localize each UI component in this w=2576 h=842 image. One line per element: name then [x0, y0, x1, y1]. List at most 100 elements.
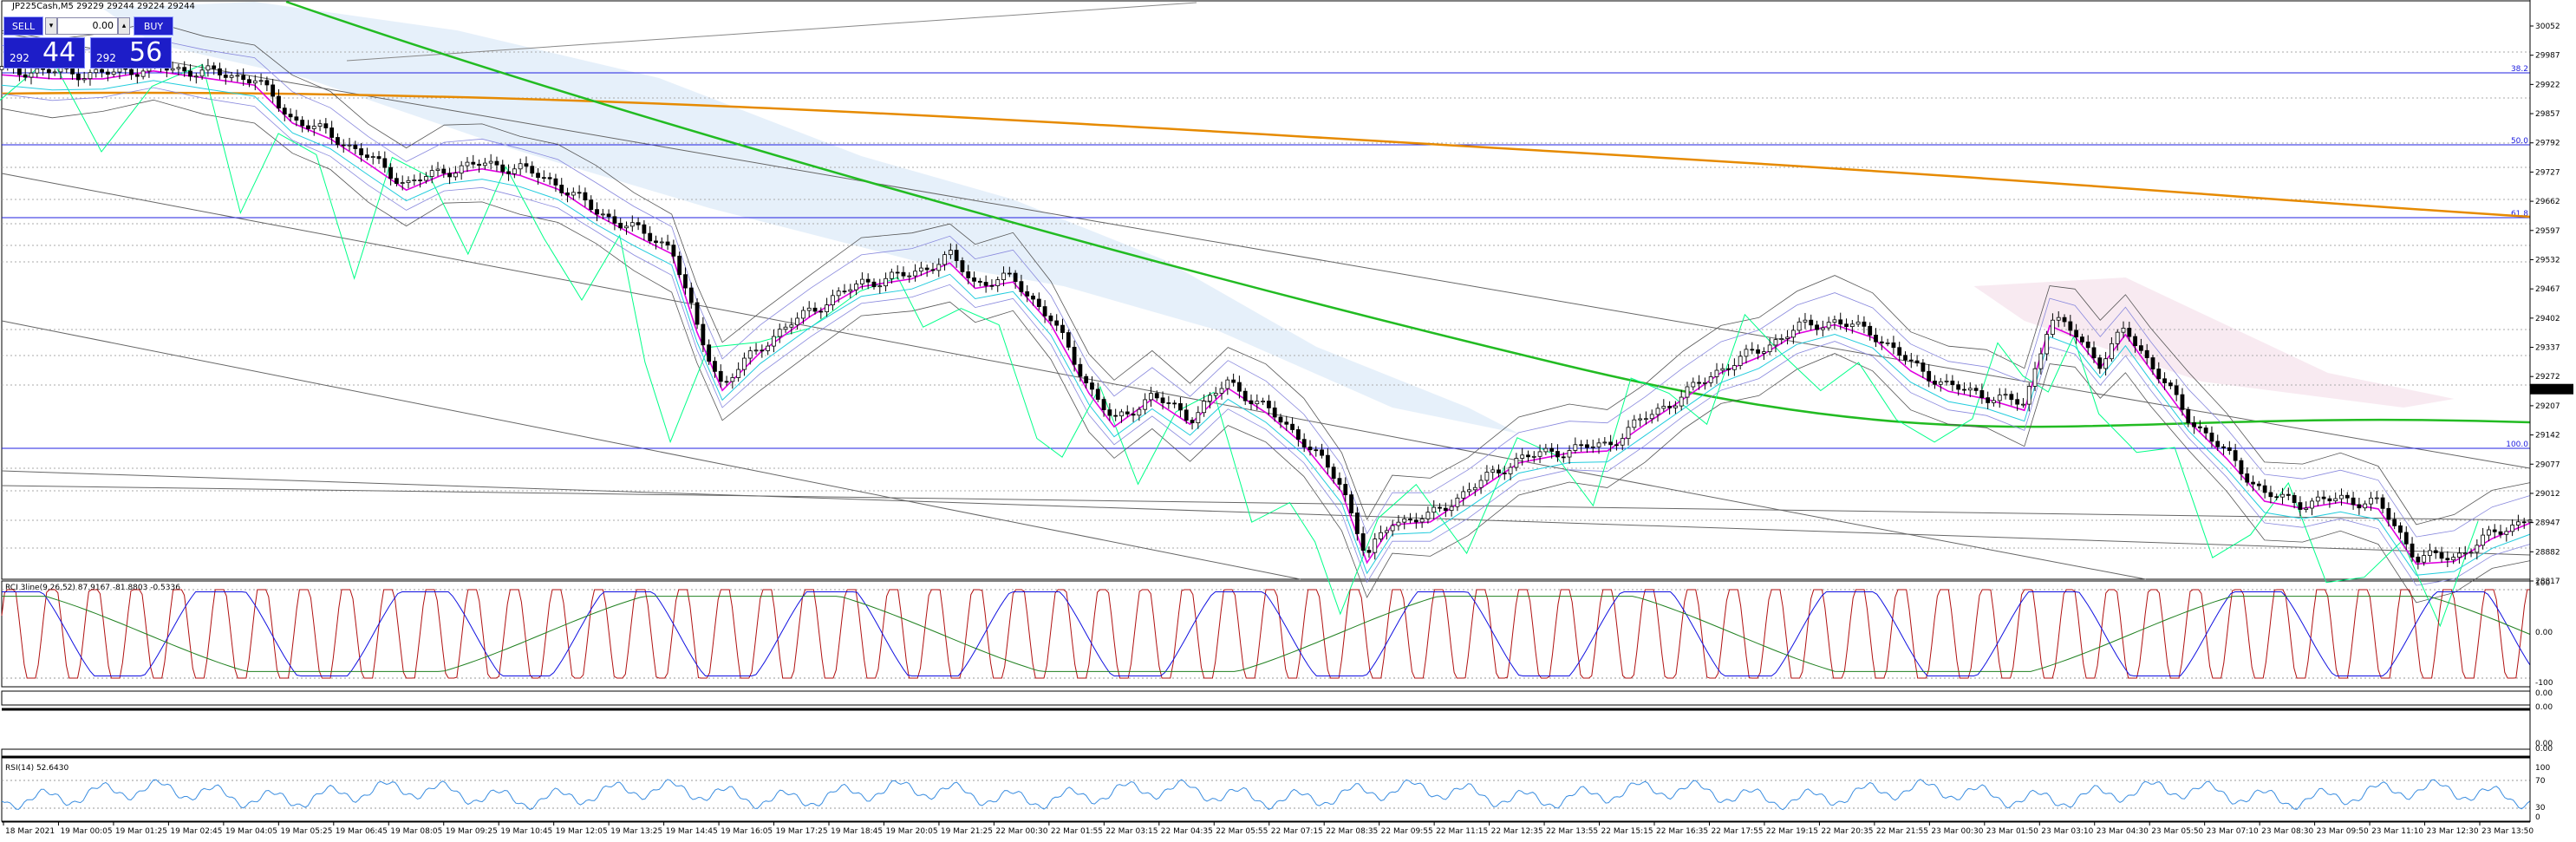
candle-body	[2062, 317, 2067, 323]
sell-price-prefix: 292	[10, 52, 29, 64]
candle-body	[671, 245, 676, 257]
sell-button[interactable]: SELL	[3, 16, 43, 36]
candle-body	[271, 84, 276, 97]
candle-body	[2074, 330, 2079, 338]
candle-body	[1832, 319, 1837, 323]
candle-body	[1967, 388, 1973, 391]
candle-body	[2162, 378, 2167, 383]
ma-fast-line	[1, 69, 2531, 565]
candle-body	[376, 156, 382, 160]
candle-body	[948, 250, 953, 256]
candle-body	[52, 71, 57, 74]
candle-body	[1602, 441, 1608, 444]
candle-body	[1402, 518, 1407, 523]
candle-body	[2209, 432, 2214, 442]
time-axis-label: 22 Mar 20:35	[1821, 827, 1873, 836]
candle-body	[1419, 519, 1425, 523]
lot-increase-icon[interactable]: ▴	[118, 17, 130, 35]
candle-body	[2051, 319, 2055, 335]
candle-body	[825, 304, 830, 312]
time-axis-label: 19 Mar 18:45	[831, 827, 883, 836]
candle-body	[1125, 411, 1130, 414]
candle-body	[2304, 507, 2309, 510]
candle-body	[2457, 552, 2462, 558]
time-axis-label: 19 Mar 01:25	[115, 827, 167, 836]
candle-body	[2192, 422, 2196, 428]
candle-body	[317, 123, 323, 127]
candle-body	[2298, 502, 2303, 510]
candle-body	[494, 160, 499, 166]
candle-body	[2504, 531, 2509, 535]
candle-body	[2481, 534, 2486, 546]
candle-body	[1031, 295, 1035, 300]
time-axis-label: 19 Mar 12:05	[556, 827, 608, 836]
candle-body	[2262, 485, 2267, 493]
candle-body	[1879, 341, 1884, 343]
candle-body	[966, 271, 971, 278]
candle-body	[977, 280, 982, 283]
candle-body	[1950, 380, 1955, 386]
candle-body	[760, 349, 765, 352]
sell-price-quote[interactable]: 292 44	[3, 37, 85, 69]
candle-body	[1797, 321, 1802, 331]
candle-body	[1349, 494, 1353, 513]
lot-size-input[interactable]: 0.00	[57, 17, 118, 35]
candle-body	[311, 126, 316, 129]
candle-body	[2133, 336, 2137, 347]
buy-button[interactable]: BUY	[134, 16, 173, 36]
ichimoku-cloud	[1973, 277, 2455, 408]
time-axis-label: 19 Mar 06:45	[336, 827, 388, 836]
candle-body	[323, 123, 329, 128]
candle-body	[382, 158, 388, 168]
candle-body	[2032, 368, 2038, 387]
candle-body	[359, 148, 364, 156]
time-axis-label: 19 Mar 13:25	[610, 827, 662, 836]
candle-body	[1514, 458, 1519, 468]
candle-body	[718, 370, 723, 382]
candle-body	[2410, 543, 2415, 558]
candle-body	[1891, 342, 1896, 349]
candle-body	[2180, 394, 2185, 410]
candle-body	[1691, 382, 1696, 388]
lot-decrease-icon[interactable]: ▾	[45, 17, 57, 35]
rci-short-line	[1, 589, 2530, 679]
price-axis-label: 29467	[2535, 285, 2560, 294]
candle-body	[1708, 376, 1713, 383]
candle-body	[218, 68, 222, 75]
price-axis-label: 29857	[2535, 110, 2560, 119]
candle-body	[907, 275, 912, 277]
time-axis-label: 19 Mar 04:05	[225, 827, 277, 836]
candle-body	[2521, 521, 2527, 524]
candle-body	[252, 80, 258, 84]
candle-body	[1119, 411, 1124, 417]
candle-body	[654, 240, 658, 244]
candle-body	[936, 264, 942, 271]
candle-body	[1738, 356, 1743, 366]
price-axis-label: 29012	[2535, 490, 2560, 499]
candle-body	[1438, 506, 1442, 509]
candle-body	[1331, 467, 1336, 480]
candle-body	[288, 114, 293, 118]
candle-body	[1497, 469, 1501, 473]
one-click-trading-panel: SELL ▾ 0.00 ▴ BUY 292 44 292 56	[3, 16, 173, 69]
candle-body	[665, 241, 670, 246]
candle-body	[306, 125, 310, 129]
buy-price-quote[interactable]: 292 56	[90, 37, 172, 69]
candle-body	[2156, 369, 2162, 380]
candle-body	[1761, 351, 1766, 354]
candle-body	[2416, 556, 2421, 563]
candle-body	[1301, 439, 1307, 447]
candle-body	[801, 310, 805, 319]
candle-body	[1868, 325, 1873, 336]
fib-level-label: 38.2	[2511, 65, 2528, 74]
candle-body	[2292, 494, 2297, 503]
candle-body	[2398, 525, 2403, 533]
candle-body	[1608, 441, 1614, 446]
candle-body	[1508, 467, 1513, 474]
candle-body	[1354, 512, 1360, 534]
time-axis-label: 22 Mar 11:15	[1436, 827, 1488, 836]
candle-body	[1413, 519, 1418, 523]
candle-body	[553, 178, 558, 186]
